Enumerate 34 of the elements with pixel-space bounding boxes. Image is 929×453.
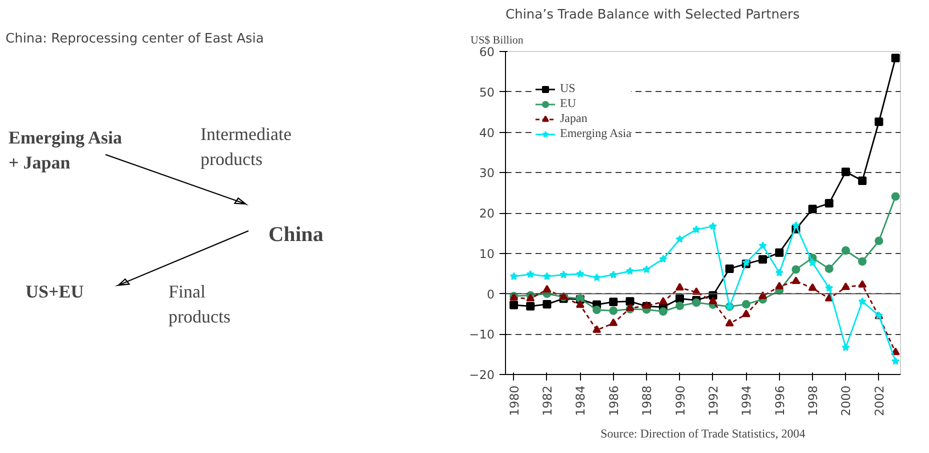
y-tick-label: 50 [479,85,495,100]
legend-label: US [560,81,576,96]
x-tick-label: 2002 [872,385,886,416]
source-note: Source: Direction of Trade Statistics, 2004 [600,426,806,440]
legend-label: EU [560,96,577,111]
x-tick-label: 1992 [706,385,720,416]
x-tick-label: 2000 [839,385,854,416]
x-tick-label: 1982 [540,385,554,416]
x-tick-label: 1988 [640,385,654,416]
y-tick-label: 0 [486,287,495,302]
legend-label: Emerging Asia [560,126,632,141]
y-tick-label: −20 [469,368,495,382]
chart-title: China’s Trade Balance with Selected Partners [506,8,800,22]
y-tick-label: −10 [469,328,495,342]
text: China [268,222,324,246]
x-tick-label: 1998 [806,385,820,416]
text: China: Reprocessing center of East Asia [6,32,264,46]
x-tick-label: 1984 [574,385,588,416]
y-axis-title: US$ Billion [470,34,524,46]
y-tick-label: 40 [479,126,495,140]
y-tick-label: 10 [479,246,495,261]
text: Final products [168,282,230,327]
text: Emerging Asia + Japan [8,128,122,173]
x-tick-label: 1990 [673,385,688,416]
y-tick-label: 60 [479,45,495,59]
legend-label: Japan [560,111,588,126]
y-tick-label: 20 [479,206,495,220]
text: Intermediate products [200,124,292,170]
x-tick-label: 1996 [772,385,787,416]
y-tick-label: 30 [479,166,495,180]
x-tick-label: 1980 [507,385,522,416]
x-tick-label: 1994 [740,385,754,416]
x-tick-label: 1986 [606,385,621,416]
text: US+EU [26,282,84,302]
